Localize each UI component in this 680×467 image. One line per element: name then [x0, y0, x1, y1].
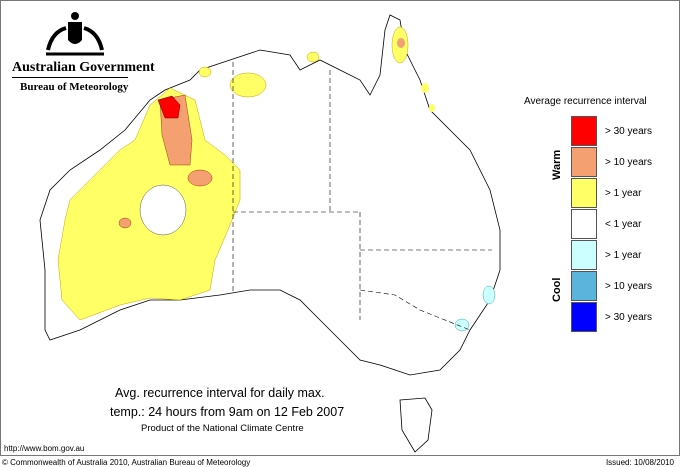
cool-region: [482, 285, 496, 305]
legend-swatch: [571, 147, 597, 177]
warm-region: [306, 51, 320, 63]
copyright: © Commonwealth of Australia 2010, Austra…: [2, 458, 251, 467]
legend-swatch: [571, 271, 597, 301]
website-link[interactable]: http://www.bom.gov.au: [4, 444, 85, 453]
legend-swatch: [571, 240, 597, 270]
legend-title: Average recurrence interval: [524, 96, 647, 107]
legend-label: > 30 years: [605, 312, 652, 323]
legend-warm-label: Warm: [551, 149, 563, 180]
legend-swatch: [571, 302, 597, 332]
warm-region: [421, 83, 429, 93]
hot-region: [187, 169, 213, 187]
australia-map: [39, 14, 501, 453]
hot-region: [118, 217, 132, 229]
legend-label: > 10 years: [605, 281, 652, 292]
state-borders: [232, 62, 492, 331]
government-title: Australian Government: [12, 60, 155, 75]
legend-swatch: [571, 178, 597, 208]
coat-of-arms-logo: [46, 12, 104, 56]
warm-region: [229, 72, 267, 98]
warm-region: [429, 104, 435, 112]
divider: [12, 77, 128, 78]
issued-date: Issued: 10/08/2010: [605, 458, 674, 467]
caption-line-1: Avg. recurrence interval for daily max.: [115, 386, 325, 400]
hot-region: [397, 38, 405, 48]
legend-label: > 10 years: [605, 157, 652, 168]
bureau-title: Bureau of Meteorology: [20, 81, 129, 93]
warm-region: [198, 66, 212, 78]
legend-swatch: [571, 116, 597, 146]
legend-label: > 30 years: [605, 126, 652, 137]
normal-region: [139, 184, 187, 236]
caption-line-2: temp.: 24 hours from 9am on 12 Feb 2007: [110, 405, 345, 419]
legend-label: < 1 year: [605, 219, 642, 230]
record-region: [157, 95, 181, 119]
tasmania-outline: [399, 397, 433, 453]
legend-swatch: [571, 209, 597, 239]
legend-cool-label: Cool: [551, 277, 563, 302]
caption-line-3: Product of the National Climate Centre: [141, 423, 304, 434]
legend-label: > 1 year: [605, 188, 642, 199]
legend-label: > 1 year: [605, 250, 642, 261]
